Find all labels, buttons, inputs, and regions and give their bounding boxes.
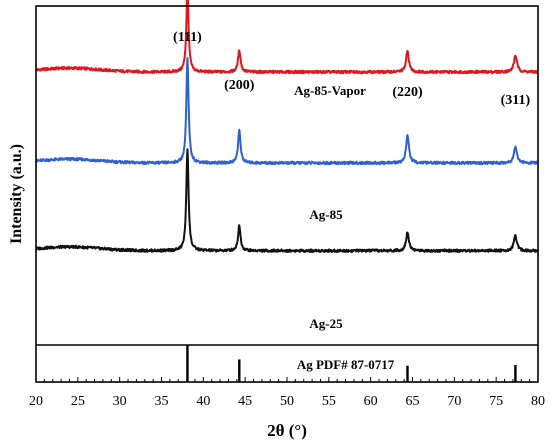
y-axis-label: Intensity (a.u.) (8, 144, 25, 244)
x-tick-label: 45 (238, 394, 252, 409)
x-tick-label: 20 (29, 394, 43, 409)
peak-labels: (111) (200) (220) (311) (173, 30, 530, 108)
x-tick-label: 80 (531, 394, 545, 409)
peak-label-2: (200) (224, 78, 255, 93)
series-label-ag-85: Ag-85 (309, 207, 343, 222)
x-tick-label: 50 (280, 394, 294, 409)
series-line-ag-85-vapor (35, 0, 539, 75)
plot-frame (35, 5, 539, 383)
x-tick-label: 60 (364, 394, 378, 409)
reference-label: Ag PDF# 87-0717 (297, 357, 395, 372)
series-layer: Ag-85-Vapor Ag-85 Ag-25 (35, 0, 539, 331)
peak-label-1: (111) (173, 30, 202, 45)
peak-label-4: (311) (501, 93, 531, 108)
series-line-ag-85 (35, 57, 539, 166)
peak-label-3: (220) (392, 85, 423, 100)
series-label-ag-85-vapor: Ag-85-Vapor (294, 83, 366, 98)
x-tick-label: 65 (406, 394, 420, 409)
x-tick-label: 55 (322, 394, 336, 409)
x-tick-label: 25 (71, 394, 85, 409)
x-tick-label: 75 (489, 394, 503, 409)
series-line-ag-25 (35, 148, 539, 254)
x-tick-label: 35 (155, 394, 169, 409)
reference-pattern: Ag PDF# 87-0717 (36, 344, 538, 382)
x-axis-ticks: 20 25 30 35 40 45 50 55 60 65 70 75 80 (29, 377, 545, 409)
x-tick-label: 40 (196, 394, 210, 409)
series-label-ag-25: Ag-25 (309, 316, 343, 331)
x-tick-label: 70 (447, 394, 461, 409)
x-tick-label: 30 (113, 394, 127, 409)
x-axis-label: 2θ (°) (267, 421, 307, 440)
